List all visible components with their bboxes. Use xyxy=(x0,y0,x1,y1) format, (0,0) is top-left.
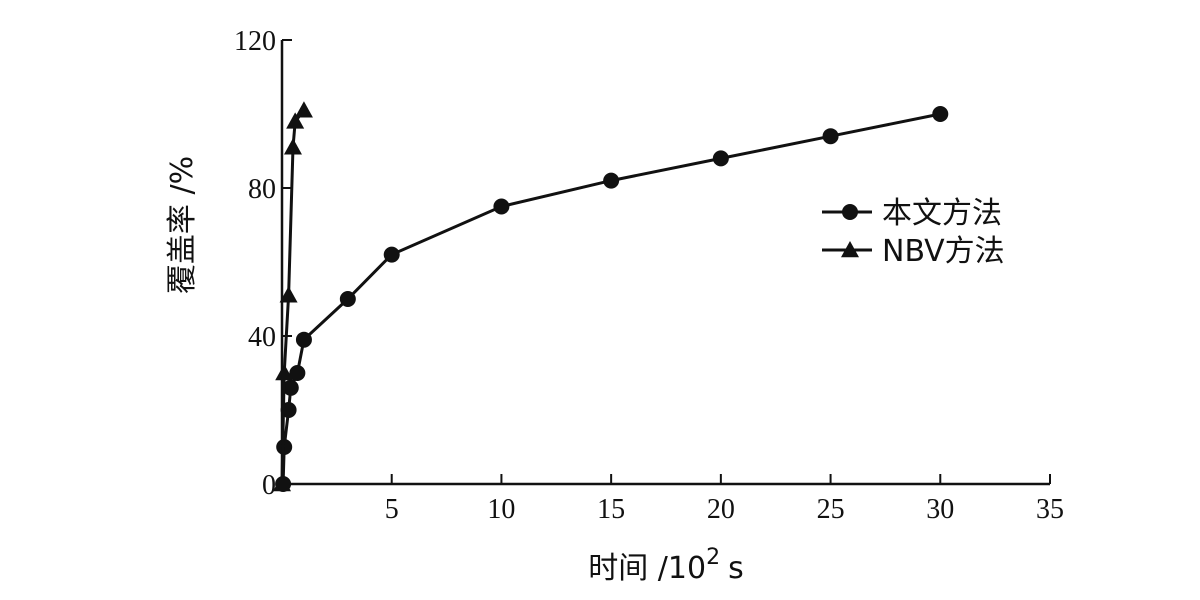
circle-marker xyxy=(493,198,510,215)
circle-marker xyxy=(289,365,306,381)
y-tick-label: 0 xyxy=(262,470,276,501)
legend-circle-marker xyxy=(842,204,858,220)
circle-marker xyxy=(603,172,620,189)
series-line xyxy=(281,112,941,485)
x-tick-label: 10 xyxy=(487,494,515,525)
x-tick-label: 20 xyxy=(707,494,735,525)
triangle-marker xyxy=(275,364,294,381)
x-tick-label: 35 xyxy=(1036,494,1064,525)
circle-marker xyxy=(339,291,356,307)
triangle-marker xyxy=(273,475,291,492)
series-2 xyxy=(273,101,313,492)
legend-item: 本文方法 xyxy=(822,196,1002,231)
triangle-marker xyxy=(286,112,305,129)
x-tick-label: 30 xyxy=(926,494,954,525)
tick-labels: 5 10 15 20 25 30 35 0 40 80 120 xyxy=(234,26,1064,525)
legend-triangle-marker xyxy=(841,241,859,258)
circle-marker xyxy=(282,379,299,396)
circle-marker xyxy=(295,331,312,348)
y-tick-label: 120 xyxy=(234,26,276,57)
x-tick-label: 15 xyxy=(597,494,625,525)
circle-marker xyxy=(383,246,400,263)
series-layer xyxy=(273,101,949,492)
triangle-marker xyxy=(294,101,313,118)
legend-label: NBV方法 xyxy=(882,234,1005,269)
triangle-marker xyxy=(279,286,298,303)
circle-marker xyxy=(932,106,949,122)
y-axis-label: 覆盖率 /% xyxy=(165,156,200,294)
legend-item: NBV方法 xyxy=(822,234,1005,269)
triangle-marker xyxy=(283,138,302,155)
circle-marker xyxy=(712,150,729,167)
y-tick-label: 40 xyxy=(248,322,276,353)
series-1 xyxy=(275,106,949,492)
x-tick-label: 5 xyxy=(385,494,399,525)
y-tick-label: 80 xyxy=(248,174,276,205)
x-tick-label: 25 xyxy=(817,494,845,525)
circle-marker xyxy=(822,128,839,145)
x-axis-label: 时间 /102 s xyxy=(588,545,743,586)
legend-label: 本文方法 xyxy=(882,196,1002,231)
